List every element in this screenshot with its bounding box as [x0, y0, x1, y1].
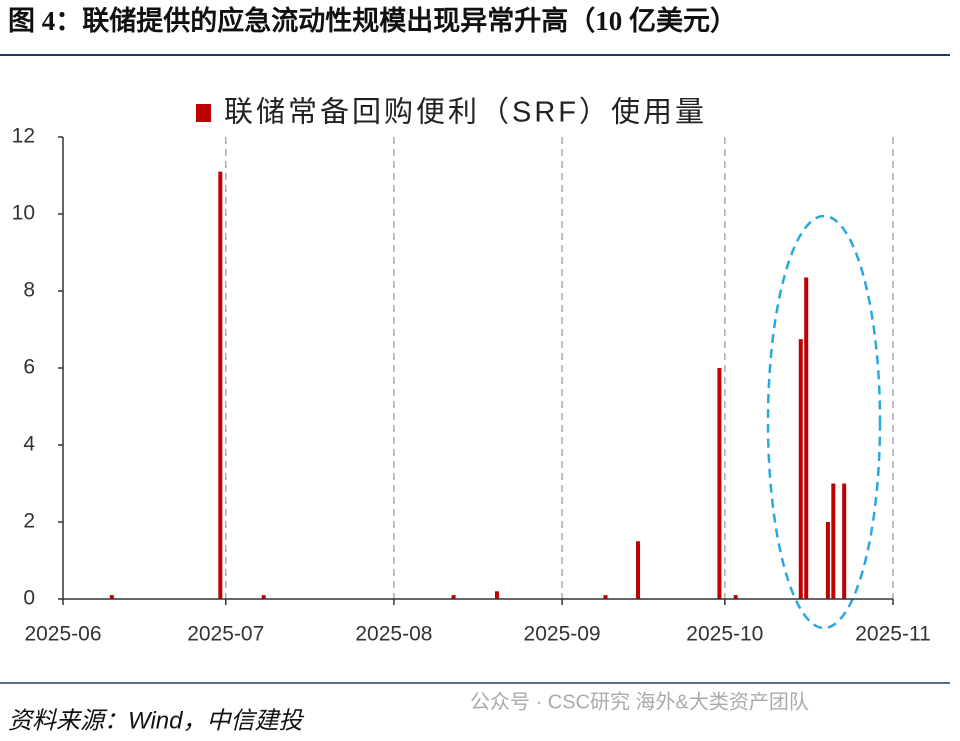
x-tick-label: 2025-11: [855, 623, 931, 646]
y-tick-label: 12: [12, 125, 35, 148]
bar: [798, 339, 803, 599]
x-tick-label: 2025-08: [355, 623, 432, 646]
y-tick-label: 4: [23, 433, 35, 456]
y-tick-label: 6: [23, 356, 35, 379]
bar: [733, 595, 738, 599]
bar: [218, 171, 223, 599]
legend-swatch: [196, 104, 211, 122]
watermark: 公众号 · CSC研究 海外&大类资产团队: [470, 690, 809, 713]
bar: [451, 595, 456, 599]
y-tick-label: 2: [23, 510, 35, 533]
y-tick-label: 8: [23, 279, 35, 302]
bar: [109, 595, 114, 599]
bar: [636, 541, 641, 599]
bar: [494, 591, 499, 599]
bar: [261, 595, 266, 599]
bar: [717, 368, 722, 599]
x-tick-label: 2025-09: [524, 623, 601, 646]
highlight-ellipse: [766, 214, 882, 630]
bar: [603, 595, 608, 599]
bar: [804, 277, 809, 599]
bar: [825, 522, 830, 599]
bar: [831, 483, 836, 599]
chart-title: 图 4：联储提供的应急流动性规模出现异常升高（10 亿美元）: [8, 5, 737, 36]
source: 资料来源：Wind，中信建投: [8, 707, 304, 734]
x-tick-label: 2025-07: [187, 623, 264, 646]
y-tick-label: 10: [12, 202, 35, 225]
x-tick-label: 2025-10: [686, 623, 763, 646]
x-tick-label: 2025-06: [24, 623, 101, 646]
legend-label: 联储常备回购便利（SRF）使用量: [224, 96, 707, 129]
bar: [842, 483, 847, 599]
y-tick-label: 0: [23, 587, 35, 610]
